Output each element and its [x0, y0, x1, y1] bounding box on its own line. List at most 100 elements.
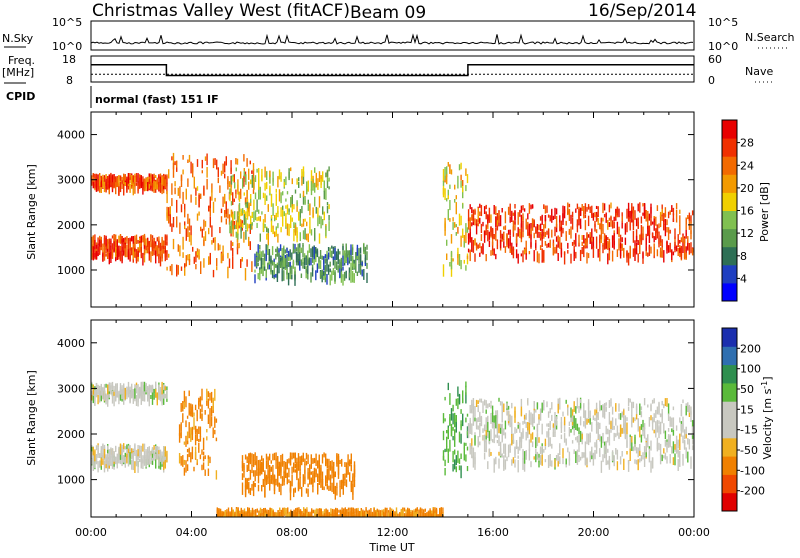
echo-cell	[449, 417, 451, 427]
echo-cell	[466, 431, 469, 436]
echo-cell	[139, 177, 141, 189]
echo-cell	[635, 414, 638, 420]
echo-cell	[490, 250, 492, 256]
echo-cell	[579, 456, 582, 461]
echo-cell	[479, 441, 481, 446]
echo-cell	[177, 265, 179, 275]
echo-cell	[275, 188, 277, 193]
echo-cell	[583, 405, 585, 418]
echo-cell	[444, 468, 446, 476]
echo-cell	[186, 415, 189, 419]
echo-cell	[137, 250, 139, 257]
echo-cell	[240, 219, 242, 227]
echo-cell	[626, 440, 628, 448]
echo-cell	[640, 233, 643, 245]
echo-cell	[105, 393, 107, 405]
echo-cell	[228, 258, 231, 268]
echo-cell	[158, 175, 160, 179]
echo-cell	[287, 507, 289, 513]
echo-cell	[91, 459, 93, 465]
echo-cell	[455, 202, 457, 215]
colorbar-swatch	[722, 120, 737, 139]
echo-cell	[427, 515, 430, 517]
echo-cell	[442, 185, 445, 198]
echo-cell	[495, 434, 497, 438]
echo-cell	[479, 217, 481, 224]
echo-cell	[277, 466, 279, 479]
echo-cell	[458, 393, 461, 405]
echo-cell	[289, 480, 292, 492]
echo-cell	[224, 161, 226, 173]
echo-cell	[172, 162, 175, 170]
echo-cell	[386, 515, 388, 517]
echo-cell	[188, 218, 191, 231]
echo-cell	[257, 244, 259, 255]
echo-cell	[480, 398, 483, 403]
echo-cell	[554, 246, 556, 254]
echo-cell	[687, 402, 689, 412]
echo-cell	[166, 386, 168, 399]
echo-cell	[168, 253, 170, 258]
echo-cell	[244, 486, 247, 498]
echo-cell	[651, 399, 654, 404]
echo-cell	[210, 391, 213, 403]
echo-cell	[661, 246, 663, 258]
echo-cell	[504, 211, 507, 224]
echo-cell	[102, 179, 104, 189]
echo-cell	[123, 173, 125, 182]
echo-cell	[278, 248, 280, 252]
echo-cell	[631, 210, 633, 216]
echo-cell	[251, 211, 253, 218]
echo-cell	[452, 436, 454, 441]
echo-cell	[242, 208, 244, 214]
echo-cell	[333, 482, 335, 494]
echo-cell	[284, 258, 287, 268]
echo-cell	[300, 273, 303, 278]
echo-cell	[287, 513, 289, 517]
echo-cell	[156, 245, 158, 257]
echo-cell	[315, 251, 317, 263]
echo-cell	[184, 263, 186, 268]
y-tick-label: 4000	[57, 337, 85, 350]
echo-cell	[352, 507, 354, 515]
echo-cell	[290, 197, 292, 208]
echo-cell	[379, 513, 382, 517]
echo-cell	[94, 455, 96, 468]
echo-cell	[102, 243, 104, 254]
echo-cell	[129, 174, 131, 180]
echo-cell	[605, 455, 607, 466]
echo-cell	[202, 456, 205, 462]
echo-cell	[442, 507, 444, 514]
echo-cell	[592, 415, 595, 421]
echo-cell	[142, 455, 144, 463]
echo-cell	[293, 462, 295, 473]
echo-cell	[637, 459, 639, 471]
echo-cell	[299, 232, 301, 242]
echo-cell	[201, 464, 203, 471]
echo-cell	[326, 250, 328, 256]
echo-cell	[327, 252, 330, 260]
echo-cell	[559, 215, 561, 223]
echo-cell	[153, 181, 155, 191]
echo-cell	[221, 512, 223, 517]
echo-cell	[309, 203, 311, 216]
echo-cell	[667, 245, 670, 253]
echo-cell	[227, 208, 229, 219]
echo-cell	[650, 203, 652, 214]
echo-cell	[207, 455, 210, 466]
echo-cell	[573, 249, 575, 261]
echo-cell	[366, 244, 368, 250]
echo-cell	[643, 398, 646, 406]
echo-cell	[286, 474, 288, 485]
echo-cell	[212, 397, 214, 411]
echo-cell	[457, 398, 459, 410]
echo-cell	[263, 509, 265, 514]
echo-cell	[230, 230, 233, 234]
echo-cell	[639, 450, 641, 456]
echo-cell	[504, 459, 507, 470]
echo-cell	[267, 244, 269, 255]
echo-cell	[142, 443, 144, 452]
echo-cell	[155, 453, 157, 460]
echo-cell	[491, 235, 494, 246]
echo-cell	[623, 247, 625, 258]
